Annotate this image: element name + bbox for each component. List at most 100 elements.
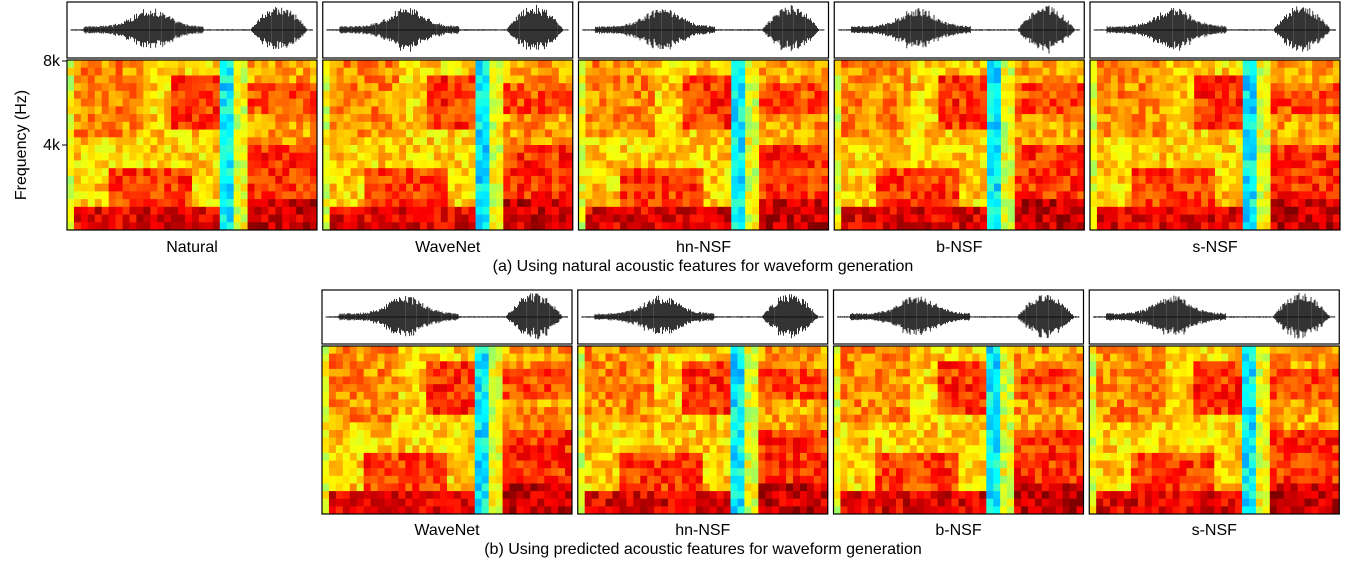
spectrogram-cell xyxy=(855,60,862,68)
spectrogram-cell xyxy=(1180,160,1187,168)
spectrogram-cell xyxy=(310,207,317,215)
spectrogram-cell xyxy=(1291,184,1298,192)
spectrogram-cell xyxy=(545,207,552,215)
spectrogram-cell xyxy=(116,137,123,145)
spectrogram-cell xyxy=(634,122,641,130)
spectrogram-cell xyxy=(620,106,627,114)
spectrogram-cell xyxy=(585,461,592,469)
spectrogram-cell xyxy=(116,75,123,83)
spectrogram-cell xyxy=(343,506,350,514)
spectrogram-cell xyxy=(1250,145,1257,153)
spectrogram-cell xyxy=(447,377,454,385)
spectrogram-cell xyxy=(482,222,489,230)
spectrogram-cell xyxy=(143,130,150,138)
spectrogram-cell xyxy=(282,207,289,215)
spectrogram-cell xyxy=(794,130,801,138)
spectrogram-cell xyxy=(606,354,613,362)
spectrogram-cell xyxy=(1166,191,1173,199)
spectrogram-cell xyxy=(330,160,337,168)
spectrogram-cell xyxy=(848,160,855,168)
spectrogram-cell xyxy=(1146,199,1153,207)
spectrogram-cell xyxy=(855,106,862,114)
spectrogram-cell xyxy=(1063,114,1070,122)
spectrogram-cell xyxy=(1271,122,1278,130)
spectrogram-cell xyxy=(1264,199,1271,207)
spectrogram-cell xyxy=(545,184,552,192)
spectrogram-cell xyxy=(585,191,592,199)
spectrogram-cell xyxy=(322,399,329,407)
spectrogram-cell xyxy=(448,215,455,223)
spectrogram-cell xyxy=(925,199,932,207)
spectrogram-cell xyxy=(592,199,599,207)
spectrogram-cell xyxy=(213,168,220,176)
spectrogram-cell xyxy=(150,68,157,76)
spectrogram-cell xyxy=(1312,176,1319,184)
spectrogram-cell xyxy=(966,184,973,192)
spectrogram-cell xyxy=(275,184,282,192)
spectrogram-cell xyxy=(392,153,399,161)
spectrogram-cell xyxy=(1222,184,1229,192)
spectrogram-cell xyxy=(641,153,648,161)
spectrogram-cell xyxy=(918,191,925,199)
spectrogram-cell xyxy=(987,145,994,153)
spectrogram-cell xyxy=(116,122,123,130)
spectrogram-cell xyxy=(489,415,496,423)
spectrogram-cell xyxy=(801,60,808,68)
spectrogram-cell xyxy=(420,68,427,76)
spectrogram-cell xyxy=(1201,207,1208,215)
spectrogram-cell xyxy=(1201,60,1208,68)
spectrogram-cell xyxy=(578,399,585,407)
spectrogram-cell xyxy=(482,130,489,138)
spectrogram-cell xyxy=(676,68,683,76)
spectrogram-cell xyxy=(578,445,585,453)
spectrogram-cell xyxy=(81,114,88,122)
spectrogram-cell xyxy=(323,68,330,76)
spectrogram-cell xyxy=(966,145,973,153)
spectrogram-cell xyxy=(364,415,371,423)
spectrogram-cell xyxy=(447,361,454,369)
spectrogram-cell xyxy=(538,176,545,184)
spectrogram-cell xyxy=(434,122,441,130)
spectrogram-cell xyxy=(412,407,419,415)
spectrogram-cell xyxy=(759,153,766,161)
spectrogram-cell xyxy=(523,384,530,392)
spectrogram-cell xyxy=(1222,99,1229,107)
spectrogram-cell xyxy=(1173,215,1180,223)
spectrogram-cell xyxy=(220,145,227,153)
spectrogram-cell xyxy=(510,60,517,68)
spectrogram-cell xyxy=(489,68,496,76)
spectrogram-cell xyxy=(268,184,275,192)
spectrogram-cell xyxy=(766,199,773,207)
spectrogram-cell xyxy=(426,369,433,377)
spectrogram-cell xyxy=(669,122,676,130)
spectrogram-cell xyxy=(322,476,329,484)
spectrogram-cell xyxy=(669,207,676,215)
spectrogram-cell xyxy=(959,91,966,99)
spectrogram-cell xyxy=(1271,184,1278,192)
spectrogram-cell xyxy=(476,160,483,168)
spectrogram-cell xyxy=(530,377,537,385)
spectrogram-cell xyxy=(412,438,419,446)
spectrogram-cell xyxy=(517,191,524,199)
spectrogram-cell xyxy=(455,207,462,215)
spectrogram-cell xyxy=(585,407,592,415)
spectrogram-cell xyxy=(1118,68,1125,76)
spectrogram-cell xyxy=(1298,207,1305,215)
spectrogram-cell xyxy=(1111,168,1118,176)
spectrogram-cell xyxy=(531,68,538,76)
spectrogram-cell xyxy=(185,106,192,114)
spectrogram-cell xyxy=(248,184,255,192)
spectrogram-cell xyxy=(627,60,634,68)
spectrogram-cell xyxy=(385,407,392,415)
spectrogram-cell xyxy=(1291,137,1298,145)
spectrogram-cell xyxy=(911,130,918,138)
spectrogram-cell xyxy=(938,83,945,91)
spectrogram-cell xyxy=(391,392,398,400)
spectrogram-cell xyxy=(440,506,447,514)
spectrogram-cell xyxy=(1278,199,1285,207)
spectrogram-cell xyxy=(123,68,130,76)
spectrogram-cell xyxy=(592,91,599,99)
spectrogram-cell xyxy=(766,60,773,68)
spectrogram-cell xyxy=(523,399,530,407)
spectrogram-cell xyxy=(738,83,745,91)
